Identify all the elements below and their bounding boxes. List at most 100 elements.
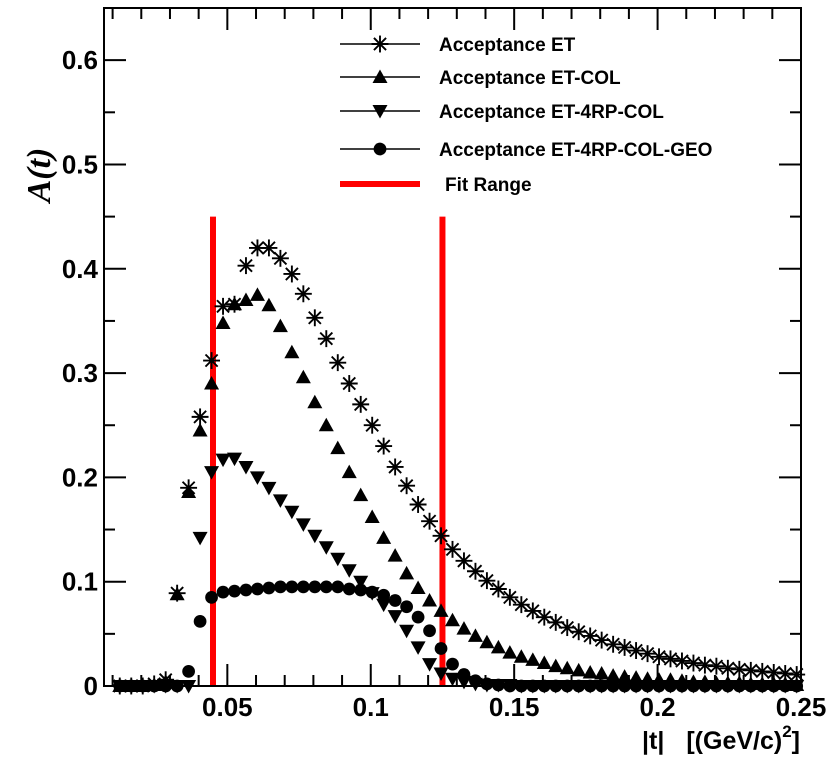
- point-s1-25: [399, 565, 415, 580]
- point-s0-9: [214, 297, 232, 315]
- point-s0-52: [707, 657, 725, 675]
- point-s0-54: [730, 660, 748, 678]
- legend-label-1: Acceptance ET-COL: [439, 68, 621, 89]
- point-s0-23: [375, 437, 393, 455]
- point-s0-44: [616, 638, 634, 656]
- point-s1-21: [353, 487, 369, 502]
- point-s3-9: [216, 585, 230, 599]
- point-s0-38: [547, 613, 565, 631]
- point-s2-28: [433, 667, 449, 681]
- point-s1-37: [536, 655, 552, 670]
- data-points: [111, 239, 806, 695]
- point-s0-14: [271, 249, 289, 267]
- point-s0-28: [432, 527, 450, 545]
- point-s1-27: [422, 592, 438, 607]
- point-s0-55: [742, 661, 760, 679]
- point-s0-18: [317, 330, 335, 348]
- point-s3-32: [480, 677, 494, 691]
- point-s3-29: [446, 657, 459, 671]
- point-s0-39: [558, 619, 576, 637]
- point-s3-13: [262, 581, 276, 595]
- point-s1-26: [410, 580, 426, 594]
- plot-border: [103, 7, 802, 687]
- point-s3-24: [388, 594, 402, 607]
- y-tick-label-2: 0.2: [62, 462, 98, 492]
- point-s2-24: [387, 610, 403, 624]
- point-s1-39: [559, 660, 575, 675]
- point-s2-16: [295, 518, 311, 532]
- point-s3-14: [274, 580, 287, 594]
- point-s1-12: [249, 287, 265, 301]
- point-s0-12: [249, 239, 266, 257]
- point-s0-32: [478, 572, 496, 590]
- point-s0-40: [570, 623, 588, 641]
- point-s0-15: [283, 265, 301, 283]
- point-s1-33: [490, 639, 506, 654]
- point-s1-42: [594, 665, 610, 680]
- point-s1-29: [445, 612, 460, 627]
- point-s0-7: [191, 408, 209, 426]
- point-s1-40: [571, 662, 587, 677]
- point-s2-26: [410, 641, 426, 655]
- point-s1-7: [192, 422, 208, 437]
- point-s0-51: [696, 656, 714, 674]
- point-s1-17: [307, 394, 323, 409]
- point-s2-21: [353, 575, 369, 590]
- point-s0-16: [294, 285, 312, 303]
- point-s1-8: [204, 376, 220, 390]
- point-s1-6: [181, 484, 197, 498]
- point-s1-9: [215, 315, 231, 330]
- point-s1-18: [318, 417, 334, 432]
- point-s3-8: [205, 590, 218, 604]
- point-s2-12: [249, 471, 265, 485]
- point-s2-25: [399, 624, 415, 639]
- y-axis-title: A(t): [21, 148, 58, 205]
- legend-marker-0: [371, 35, 389, 53]
- legend-label-3: Acceptance ET-4RP-COL-GEO: [439, 140, 712, 161]
- x-tick-label-3: 0.2: [640, 692, 676, 722]
- point-s1-11: [238, 292, 254, 307]
- x-tick-label-0: 0.05: [202, 692, 253, 722]
- point-s3-10: [228, 584, 241, 598]
- point-s1-43: [605, 668, 621, 682]
- point-s1-23: [376, 530, 392, 544]
- x-axis-title: |t| [(GeV/c)2]: [642, 722, 800, 755]
- y-tick-label-6: 0.6: [62, 45, 98, 75]
- point-s3-23: [377, 588, 391, 602]
- point-s1-32: [479, 634, 495, 649]
- point-s3-30: [457, 668, 471, 681]
- point-s0-31: [466, 562, 484, 580]
- point-s0-48: [662, 650, 679, 668]
- point-s3-19: [331, 580, 345, 594]
- point-s1-16: [295, 369, 311, 384]
- x-axis-title-variable: |t|: [642, 727, 664, 755]
- point-s3-22: [365, 585, 379, 599]
- point-s0-21: [352, 395, 370, 413]
- point-s0-22: [363, 416, 381, 434]
- point-s0-17: [306, 309, 324, 327]
- point-s0-49: [673, 652, 691, 670]
- series-1: [112, 287, 805, 692]
- point-s3-7: [193, 614, 207, 628]
- point-s0-19: [329, 354, 347, 372]
- point-s3-18: [319, 580, 333, 594]
- point-s0-13: [260, 239, 278, 257]
- point-s3-11: [239, 583, 253, 597]
- point-s2-23: [376, 598, 392, 613]
- point-s1-13: [261, 297, 277, 312]
- point-s1-24: [387, 548, 403, 562]
- point-s3-26: [411, 610, 425, 624]
- x-tick-label-1: 0.1: [353, 692, 389, 722]
- point-s3-6: [182, 665, 195, 678]
- point-s0-30: [455, 552, 473, 570]
- point-s3-25: [400, 600, 413, 614]
- point-s1-30: [456, 621, 472, 635]
- point-s2-10: [227, 452, 243, 467]
- legend-marker-1: [372, 69, 388, 83]
- point-s1-34: [502, 645, 518, 659]
- point-s3-12: [251, 582, 264, 596]
- point-s0-34: [501, 588, 519, 606]
- point-s0-29: [444, 540, 461, 558]
- point-s1-38: [548, 658, 564, 673]
- point-s0-45: [627, 642, 645, 659]
